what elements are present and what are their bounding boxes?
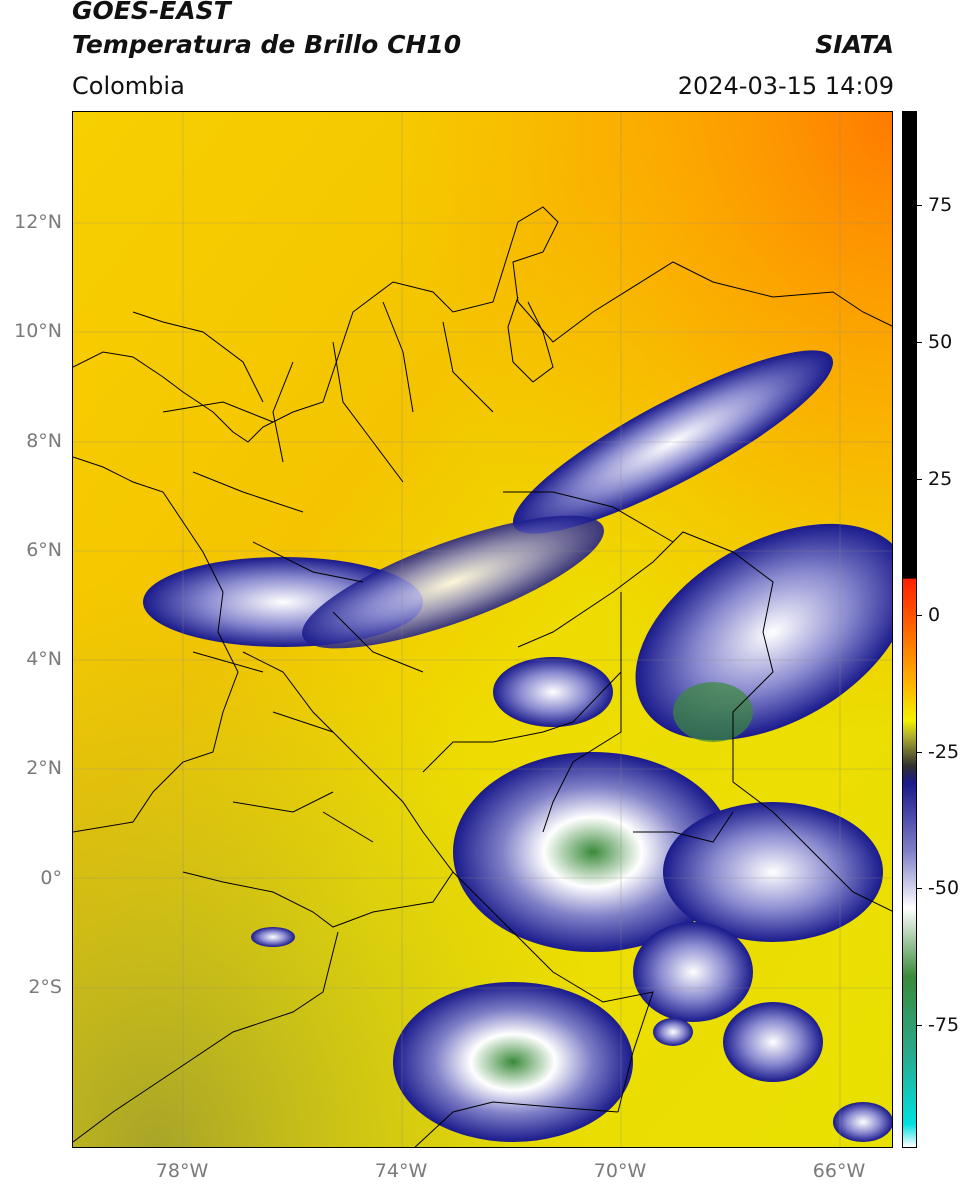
lat-label-10n: 10°N <box>14 320 62 342</box>
satellite-map <box>72 111 893 1148</box>
lat-label-6n: 6°N <box>26 539 62 561</box>
region-label: Colombia <box>72 72 185 100</box>
colorbar-tick <box>917 479 922 480</box>
colorbar-tick <box>917 615 922 616</box>
colorbar-label-50: 50 <box>928 331 953 353</box>
lat-label-12n: 12°N <box>14 211 62 233</box>
title-line-2: Temperatura de Brillo CH10 <box>72 30 462 59</box>
lat-label-2s: 2°S <box>28 976 62 998</box>
lat-label-8n: 8°N <box>26 430 62 452</box>
colorbar-tick <box>917 342 922 343</box>
colorbar-label-25: 25 <box>928 468 953 490</box>
borders <box>73 206 892 1147</box>
colorbar-tick <box>917 1025 922 1026</box>
colorbar-label-75: 75 <box>928 194 953 216</box>
map-canvas <box>73 112 892 1147</box>
lat-label-4n: 4°N <box>26 648 62 670</box>
colorbar-label-minus50: -50 <box>928 877 960 899</box>
colorbar-label-minus25: -25 <box>928 741 960 763</box>
lon-label-70w: 70°W <box>593 1160 647 1182</box>
datetime-label: 2024-03-15 14:09 <box>677 72 894 100</box>
colorbar <box>902 111 917 1148</box>
lon-label-74w: 74°W <box>374 1160 428 1182</box>
cloud-systems <box>143 350 892 1142</box>
lat-label-2n: 2°N <box>26 757 62 779</box>
lon-label-78w: 78°W <box>155 1160 209 1182</box>
colorbar-tick <box>917 888 922 889</box>
title-line-1: GOES-EAST <box>72 0 231 25</box>
colorbar-label-0: 0 <box>928 604 941 626</box>
colorbar-label-minus75: -75 <box>928 1014 960 1036</box>
lon-label-66w: 66°W <box>812 1160 866 1182</box>
lat-label-0: 0° <box>40 867 62 889</box>
colorbar-tick <box>917 752 922 753</box>
colorbar-tick <box>917 205 922 206</box>
organization-label: SIATA <box>815 30 894 59</box>
